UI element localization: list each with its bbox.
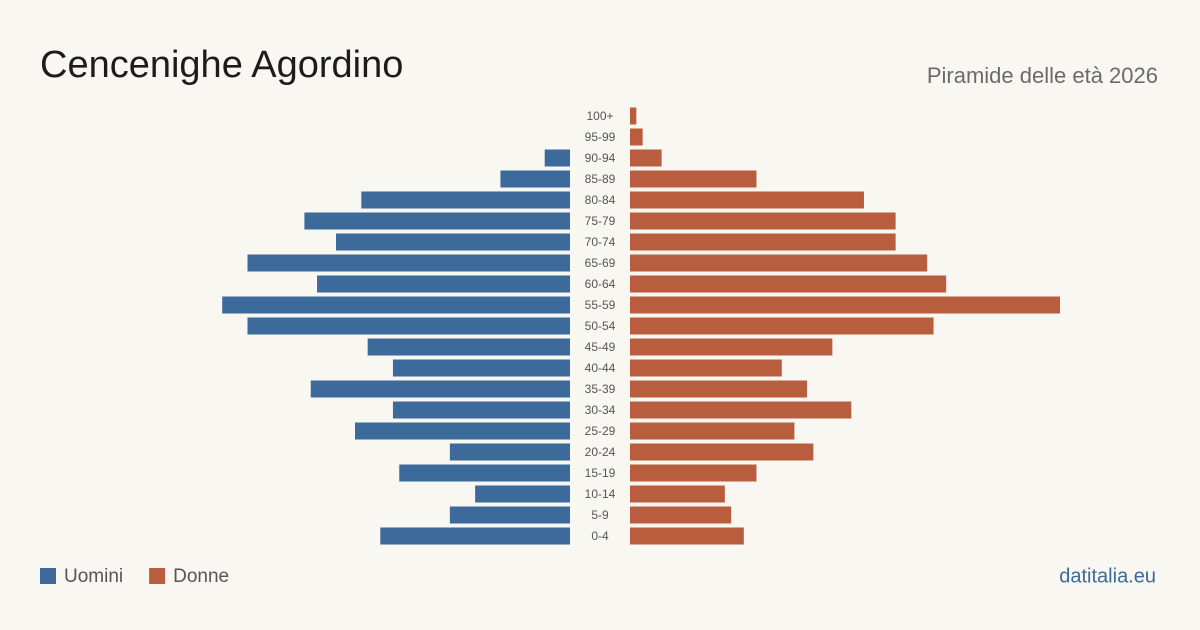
bar — [392, 401, 570, 419]
bar — [630, 401, 852, 419]
bar — [475, 485, 570, 503]
bar — [361, 191, 570, 209]
legend-label: Donne — [173, 566, 229, 587]
bar — [630, 359, 782, 377]
legend-swatch — [149, 568, 166, 584]
bar — [630, 380, 808, 398]
bar — [630, 254, 928, 272]
age-label: 85-89 — [585, 172, 616, 186]
bar — [304, 212, 570, 230]
chart-subtitle: Piramide delle età 2026 — [927, 63, 1158, 88]
bar — [449, 506, 570, 524]
bar — [630, 275, 947, 293]
age-label: 50-54 — [585, 319, 616, 333]
age-label: 35-39 — [585, 382, 616, 396]
bar — [630, 443, 814, 461]
bar — [247, 254, 570, 272]
bar — [630, 506, 732, 524]
bar — [630, 296, 1060, 314]
legend-swatch — [40, 568, 56, 584]
age-label: 15-19 — [585, 466, 616, 480]
age-label: 55-59 — [585, 298, 616, 312]
bar — [449, 443, 570, 461]
source: datitalia.eu — [1059, 565, 1156, 587]
age-label: 75-79 — [585, 214, 616, 228]
age-label: 100+ — [586, 109, 613, 123]
bar — [630, 191, 864, 209]
age-label: 10-14 — [585, 487, 616, 501]
bar — [544, 149, 570, 167]
bar — [392, 359, 570, 377]
age-label: 45-49 — [585, 340, 616, 354]
age-label: 65-69 — [585, 256, 616, 270]
bar — [355, 422, 570, 440]
bar — [630, 107, 637, 125]
age-label: 60-64 — [585, 277, 616, 291]
bar — [630, 527, 744, 545]
age-label: 20-24 — [585, 445, 616, 459]
age-label: 5-9 — [591, 508, 609, 522]
bar — [630, 128, 643, 146]
bar — [399, 464, 570, 482]
age-label: 70-74 — [585, 235, 616, 249]
age-label: 0-4 — [591, 529, 609, 543]
age-label: 90-94 — [585, 151, 616, 165]
bar — [500, 170, 570, 188]
bar — [310, 380, 570, 398]
bar — [630, 170, 757, 188]
bar — [317, 275, 570, 293]
bar — [222, 296, 571, 314]
bar — [630, 212, 896, 230]
age-label: 95-99 — [585, 130, 616, 144]
age-label: 80-84 — [585, 193, 616, 207]
bar — [630, 338, 833, 356]
bar — [247, 317, 570, 335]
bar — [630, 422, 795, 440]
age-label: 30-34 — [585, 403, 616, 417]
chart-title: Cencenighe Agordino — [40, 44, 403, 86]
bar — [630, 233, 896, 251]
bar — [630, 149, 662, 167]
bar — [336, 233, 570, 251]
bar — [630, 485, 725, 503]
bar — [630, 464, 757, 482]
bar — [630, 317, 934, 335]
age-label: 40-44 — [585, 361, 616, 375]
age-label: 25-29 — [585, 424, 616, 438]
legend-label: Uomini — [64, 566, 123, 587]
bar — [380, 527, 570, 545]
bar — [367, 338, 570, 356]
